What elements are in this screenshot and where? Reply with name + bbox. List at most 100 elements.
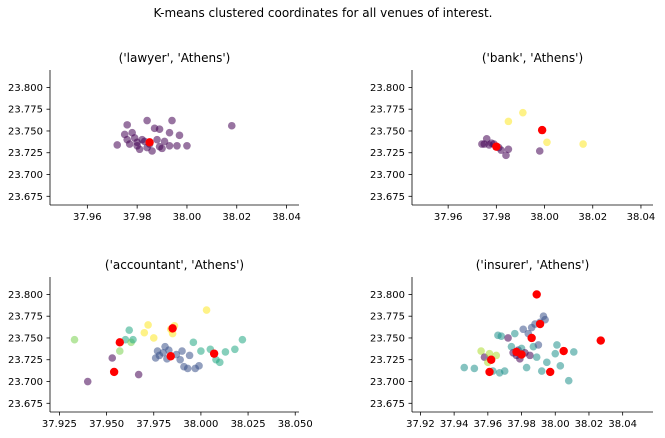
x-tick-label: 37.98 xyxy=(123,212,152,223)
x-tick-label: 37.96 xyxy=(434,212,463,223)
y-tick-label: 23.725 xyxy=(8,148,43,159)
subplot-1: ('lawyer', 'Athens') 37.96 37.98 38.00 38.02… xyxy=(8,51,301,223)
data-point xyxy=(115,347,124,355)
x-tick-label: 38.04 xyxy=(272,212,301,223)
x-tick-label: 38.04 xyxy=(627,212,656,223)
y-tick-label: 23.800 xyxy=(370,290,405,301)
data-point xyxy=(135,145,144,154)
data-point xyxy=(195,362,203,370)
subplot-grid: ('lawyer', 'Athens') 37.96 37.98 38.00 38.02… xyxy=(8,51,655,430)
data-point xyxy=(155,125,164,134)
y-tick-label: 23.675 xyxy=(370,192,405,203)
data-point xyxy=(485,349,494,358)
cluster-center xyxy=(115,338,124,347)
data-point xyxy=(123,121,131,129)
y-tick-label: 23.700 xyxy=(370,377,405,388)
data-point xyxy=(511,329,519,338)
data-point xyxy=(564,376,573,385)
data-point xyxy=(551,349,560,358)
data-point xyxy=(129,335,137,344)
x-tick-label: 38.000 xyxy=(183,419,218,430)
data-point xyxy=(113,141,122,149)
y-tick-label: 23.725 xyxy=(8,355,43,366)
x-tick-label: 37.925 xyxy=(42,419,77,430)
x-tick-label: 37.92 xyxy=(406,419,435,430)
data-point xyxy=(159,348,167,357)
y-tick-label: 23.775 xyxy=(8,312,43,323)
y-tick-label: 23.675 xyxy=(8,192,43,203)
y-tick-label: 23.750 xyxy=(370,333,405,344)
data-point xyxy=(532,353,541,361)
y-tick-label: 23.750 xyxy=(8,126,43,137)
data-point xyxy=(125,326,134,334)
subplot-3: ('accountant', 'Athens') 37.925 37.950 37.9… xyxy=(8,258,313,430)
data-point xyxy=(556,362,565,370)
cluster-center xyxy=(559,346,568,356)
data-point xyxy=(535,147,544,155)
subplot-4: ('insurer', 'Athens') 37.92 37.94 37.96 37.9… xyxy=(370,258,653,430)
y-tick-label: 23.800 xyxy=(8,83,43,94)
data-point xyxy=(470,364,479,373)
data-point xyxy=(519,325,528,334)
data-point xyxy=(173,141,181,150)
y-tick-label: 23.725 xyxy=(370,355,405,366)
cluster-center xyxy=(535,319,545,329)
y-tick-label: 23.700 xyxy=(8,377,43,388)
data-point xyxy=(543,138,551,147)
cluster-center xyxy=(145,138,154,147)
data-point xyxy=(125,140,134,148)
cluster-center xyxy=(209,349,219,358)
data-point xyxy=(165,128,174,137)
y-tick-label: 23.775 xyxy=(8,105,43,116)
data-point xyxy=(522,363,531,372)
y-tick-label: 23.675 xyxy=(370,399,405,410)
data-point xyxy=(238,335,247,344)
data-point xyxy=(149,334,158,342)
y-tick-label: 23.700 xyxy=(8,170,43,181)
data-point xyxy=(569,348,578,356)
data-point xyxy=(553,341,561,349)
data-point xyxy=(227,121,236,130)
y-tick-label: 23.700 xyxy=(370,170,405,181)
y-tick-label: 23.800 xyxy=(8,290,43,301)
data-point xyxy=(178,347,186,355)
data-point xyxy=(231,345,239,354)
data-point xyxy=(158,144,166,153)
x-tick-label: 38.04 xyxy=(608,419,637,430)
subplot-title: ('insurer', 'Athens') xyxy=(476,258,590,272)
data-point xyxy=(140,328,149,337)
cluster-center xyxy=(517,350,526,359)
data-point xyxy=(189,338,198,347)
data-point xyxy=(185,351,194,360)
x-tick-label: 38.00 xyxy=(541,419,570,430)
data-point xyxy=(502,151,510,160)
data-point xyxy=(504,334,512,342)
data-point xyxy=(519,108,527,117)
data-point xyxy=(460,363,469,372)
y-tick-label: 23.800 xyxy=(370,83,405,94)
data-point xyxy=(165,141,174,150)
data-point xyxy=(537,367,546,375)
x-tick-label: 37.98 xyxy=(482,212,511,223)
x-tick-label: 37.94 xyxy=(440,419,469,430)
data-point xyxy=(183,141,191,150)
y-tick-label: 23.750 xyxy=(370,126,405,137)
x-tick-label: 38.02 xyxy=(222,212,251,223)
cluster-center xyxy=(596,336,605,345)
data-point xyxy=(497,332,506,341)
x-tick-label: 38.00 xyxy=(173,212,202,223)
data-point xyxy=(202,306,211,314)
y-tick-label: 23.725 xyxy=(370,148,405,159)
data-point xyxy=(504,117,513,126)
data-point xyxy=(160,137,169,146)
cluster-center xyxy=(492,142,501,151)
x-tick-label: 37.96 xyxy=(474,419,503,430)
y-tick-label: 23.775 xyxy=(370,312,405,323)
y-tick-label: 23.675 xyxy=(8,399,43,410)
cluster-center xyxy=(532,290,541,299)
data-point xyxy=(175,131,184,140)
x-tick-label: 37.98 xyxy=(507,419,536,430)
data-point xyxy=(543,358,551,367)
cluster-center xyxy=(166,352,175,361)
